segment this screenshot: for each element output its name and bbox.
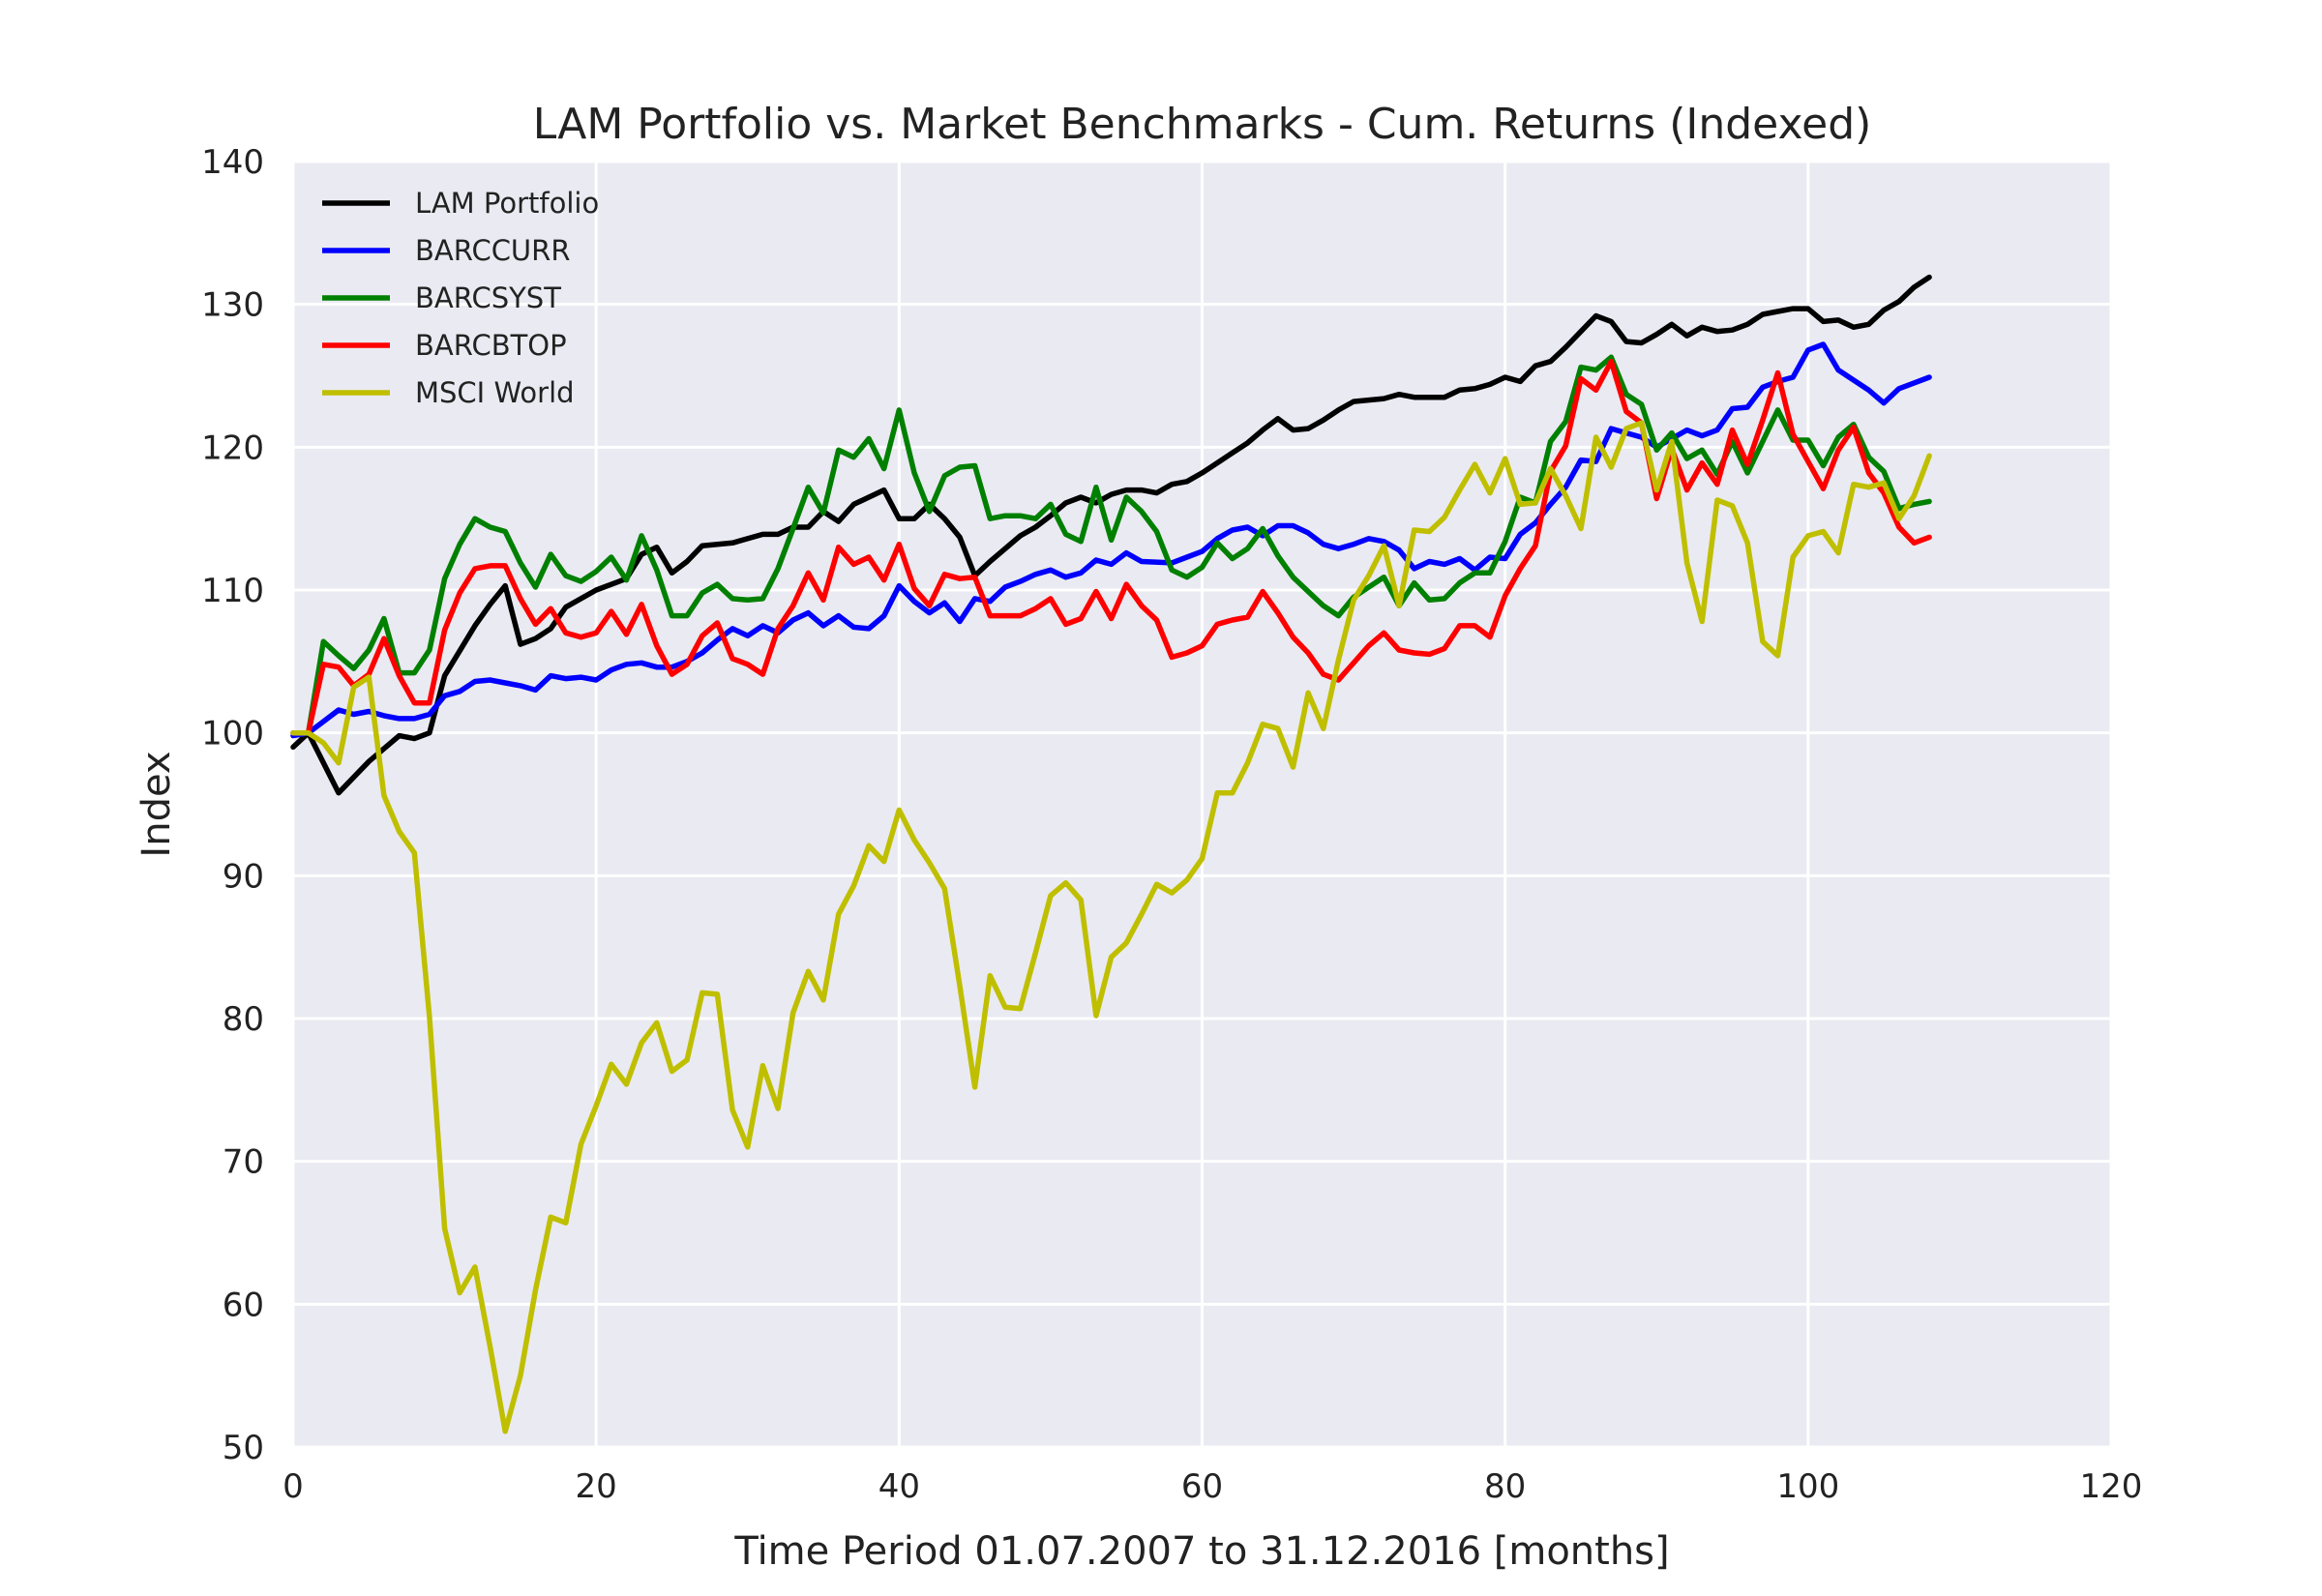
y-tick-label: 60 [223, 1286, 264, 1324]
x-tick-label: 120 [2080, 1467, 2143, 1506]
series-line-msci-world [290, 420, 1932, 1434]
legend-label: BARCBTOP [415, 329, 567, 362]
y-tick-label: 120 [201, 429, 264, 467]
chart-title: LAM Portfolio vs. Market Benchmarks - Cu… [533, 100, 1872, 149]
legend-label: BARCCURR [415, 234, 570, 267]
x-tick-label: 60 [1181, 1467, 1223, 1506]
x-tick-label: 80 [1484, 1467, 1526, 1506]
y-tick-label: 130 [201, 286, 264, 325]
legend-label: BARCSYST [415, 281, 561, 314]
y-axis-title: Index [134, 751, 179, 857]
y-tick-label: 100 [201, 715, 264, 754]
x-tick-label: 20 [576, 1467, 617, 1506]
grid-lines [291, 160, 2113, 1449]
x-tick-label: 100 [1776, 1467, 1839, 1506]
x-tick-label: 40 [878, 1467, 920, 1506]
y-tick-label: 80 [223, 1000, 264, 1039]
legend: LAM Portfolio BARCCURR BARCSYST BARCBTOP MSC… [322, 187, 599, 409]
x-axis-title: Time Period 01.07.2007 to 31.12.2016 [mo… [733, 1529, 1669, 1574]
y-tick-label: 50 [223, 1429, 264, 1467]
series-line-barcsyst [290, 354, 1932, 736]
y-tick-label: 70 [223, 1143, 264, 1182]
y-axis-ticks: 50 60 70 80 90 100 110 120 130 140 [201, 143, 264, 1467]
y-tick-label: 110 [201, 572, 264, 610]
y-tick-label: 140 [201, 143, 264, 182]
legend-label: MSCI World [415, 376, 575, 409]
y-tick-label: 90 [223, 857, 264, 896]
series-lines [290, 274, 1932, 1434]
x-axis-ticks: 0 20 40 60 80 100 120 [283, 1467, 2142, 1506]
series-line-barcbtop [290, 358, 1932, 736]
x-tick-label: 0 [283, 1467, 304, 1506]
legend-label: LAM Portfolio [415, 187, 599, 220]
